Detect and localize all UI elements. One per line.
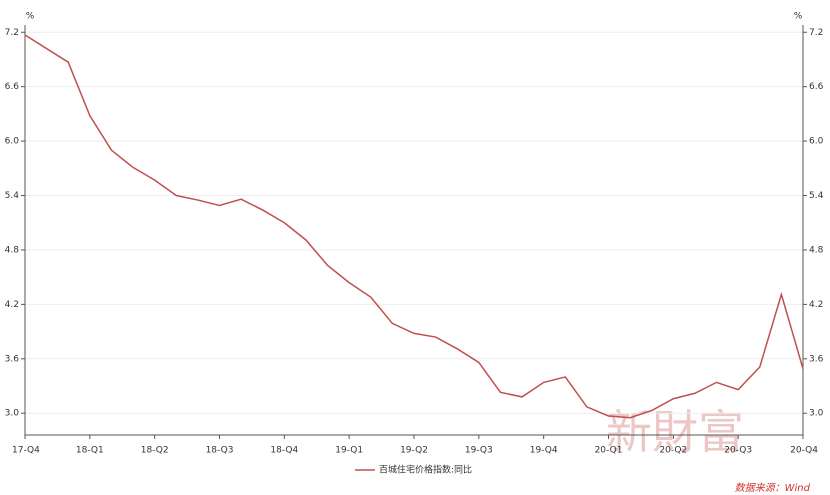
x-tick-label: 20-Q1 <box>595 446 623 456</box>
x-tick-label: 20-Q4 <box>790 446 818 456</box>
y2-unit: % <box>794 12 803 22</box>
x-tick-label: 18-Q2 <box>141 446 169 456</box>
x-tick-label: 18-Q4 <box>270 446 298 456</box>
x-tick-label: 19-Q2 <box>400 446 428 456</box>
y-unit: % <box>26 12 35 22</box>
source: 数据来源：Wind <box>735 482 811 494</box>
y2-tick-label: 6.6 <box>809 82 824 92</box>
y2-tick-label: 7.2 <box>809 28 823 38</box>
x-tick-label: 20-Q2 <box>659 446 687 456</box>
watermark: 新財富 <box>606 405 744 459</box>
line-series <box>24 34 804 419</box>
y-tick-label: 4.2 <box>5 300 19 310</box>
y2-tick-label: 5.4 <box>809 191 824 201</box>
y-tick-label: 6.6 <box>5 82 20 92</box>
y-tick-label: 3.0 <box>5 409 20 419</box>
y2-tick-label: 3.0 <box>809 409 824 419</box>
x-tick-label: 18-Q1 <box>76 446 104 456</box>
y2-tick-label: 4.8 <box>809 245 824 255</box>
y2-tick-label: 6.0 <box>809 137 824 147</box>
y-tick-label: 4.8 <box>5 245 20 255</box>
y2-tick-label: 4.2 <box>809 300 823 310</box>
x-tick-label: 18-Q3 <box>206 446 234 456</box>
x-tick-label: 20-Q3 <box>724 446 752 456</box>
y-tick-label: 3.6 <box>5 354 20 364</box>
x-tick-label: 19-Q4 <box>530 446 558 456</box>
y2-tick-label: 3.6 <box>809 354 824 364</box>
x-tick-label: 17-Q4 <box>12 446 40 456</box>
y-tick-label: 5.4 <box>5 191 20 201</box>
y-tick-label: 6.0 <box>5 137 20 147</box>
x-tick-label: 19-Q1 <box>335 446 363 456</box>
y-tick-label: 7.2 <box>5 28 19 38</box>
x-tick-label: 19-Q3 <box>465 446 493 456</box>
legend-label: 百城住宅价格指数:同比 <box>379 464 472 476</box>
